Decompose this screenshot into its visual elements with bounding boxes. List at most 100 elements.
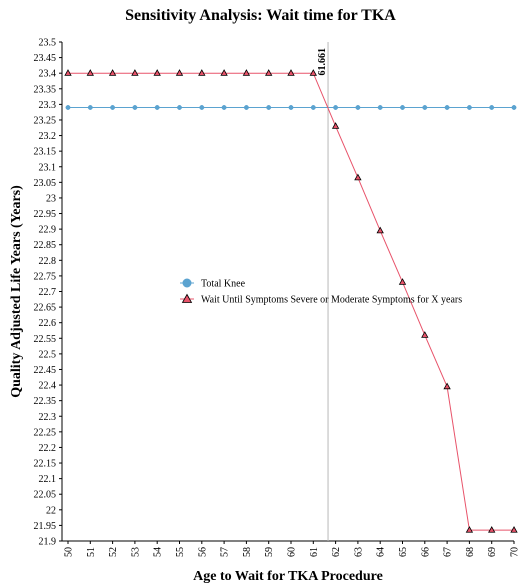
y-tick-label: 22.8 [39,256,57,267]
series-1-point [422,105,428,110]
y-tick-label: 23.1 [39,162,57,173]
x-tick-label: 64 [376,547,387,557]
y-tick-label: 23.4 [39,69,57,80]
x-tick-label: 56 [197,547,208,557]
series-2-point [488,526,496,533]
series-1-point [511,105,517,110]
series-1-point [310,105,316,110]
x-tick-label: 68 [465,547,476,557]
x-tick-label: 52 [108,547,119,557]
series-2-point [331,122,340,129]
series-2-point [354,173,362,181]
y-tick-label: 23.15 [34,147,57,158]
y-tick-label: 22.85 [34,240,57,251]
x-tick-label: 70 [510,547,521,557]
series-2-point [510,526,518,533]
x-tick-label: 57 [220,547,231,557]
series-2-point [64,69,72,76]
series-1-point [87,105,93,110]
series-1-point [355,105,361,110]
series-1-point [110,105,116,110]
y-tick-label: 22.75 [34,271,57,282]
legend: Total Knee Wait Until Symptoms Severe or … [180,278,462,306]
y-tick-label: 22 [46,505,56,516]
series-2-point [465,526,474,533]
x-tick-label: 66 [420,547,431,557]
threshold-label: 61.661 [317,48,328,76]
series-1-point [400,105,405,110]
series-1-point [288,105,294,110]
series-2-point [376,226,384,234]
x-tick-label: 65 [398,547,409,557]
y-tick-label: 23.25 [34,115,57,126]
y-tick-label: 23 [46,193,56,204]
legend-marker-1 [182,278,192,288]
series-2-point [198,69,206,76]
x-tick-label: 61 [309,547,320,557]
x-tick-label: 67 [443,547,454,557]
y-tick-label: 22.7 [39,287,57,298]
y-tick-label: 23.35 [34,84,57,95]
series-1-point [132,105,138,110]
y-tick-label: 22.2 [39,443,57,454]
series-1-point [377,105,383,110]
y-tick-label: 21.95 [34,521,57,532]
chart-title: Sensitivity Analysis: Wait time for TKA [125,7,396,24]
y-tick-label: 21.9 [39,537,57,548]
series-lines [64,69,518,533]
series-1-point [243,105,249,110]
y-tick-label: 22.6 [39,318,57,329]
axes [61,42,514,542]
legend-label-1: Total Knee [201,279,246,290]
series-1-point [177,105,182,110]
x-axis-title: Age to Wait for TKA Procedure [193,569,383,584]
y-tick-label: 23.5 [39,38,57,49]
series-2-point [131,69,139,76]
y-tick-label: 22.9 [39,225,57,236]
x-tick-label: 58 [242,547,253,557]
y-tick-label: 22.65 [34,303,57,314]
series-2-point [443,382,451,390]
series-2-point [309,69,317,76]
series-2-point [242,69,251,76]
y-tick-label: 22.15 [34,459,57,470]
y-tick-label: 23.45 [34,53,57,64]
series-2-point [287,69,295,76]
y-axis-title: Quality Adjusted Life Years (Years) [9,185,24,398]
x-tick-label: 59 [264,547,275,557]
y-tick-label: 22.35 [34,396,57,407]
series-1-point [266,105,272,110]
x-tick-label: 62 [331,547,342,557]
y-tick-label: 23.2 [39,131,57,142]
series-1-point [65,105,71,110]
x-tick-label: 51 [86,547,97,557]
y-tick-label: 22.55 [34,334,57,345]
series-1-point [333,105,339,110]
y-tick-label: 22.95 [34,209,57,220]
series-2-point [220,69,228,76]
tick-labels: 21.9 21.95 22 22.05 22.1 22.15 22.2 22.25 22.3 22… [34,38,521,558]
y-tick-label: 22.45 [34,365,57,376]
series-1-point [466,105,472,110]
x-tick-label: 60 [287,547,298,557]
x-tick-label: 54 [153,547,164,557]
y-tick-label: 23.3 [39,100,57,111]
x-tick-label: 69 [487,547,498,557]
threshold-marker: 61.661 [317,42,329,541]
series-1-point [221,105,227,110]
x-tick-label: 63 [353,547,364,557]
x-tick-label: 50 [64,547,75,557]
series-2-point [153,69,161,76]
series-1-point [489,105,495,110]
y-tick-label: 23.05 [34,178,57,189]
y-tick-label: 22.25 [34,427,57,438]
series-1-point [154,105,160,110]
x-tick-label: 53 [130,547,141,557]
y-tick-label: 22.4 [39,381,57,392]
series-1-point [199,105,205,110]
y-tick-label: 22.05 [34,490,57,501]
y-tick-label: 22.5 [39,349,57,360]
y-tick-label: 22.3 [39,412,57,423]
series-2-point [265,69,273,76]
